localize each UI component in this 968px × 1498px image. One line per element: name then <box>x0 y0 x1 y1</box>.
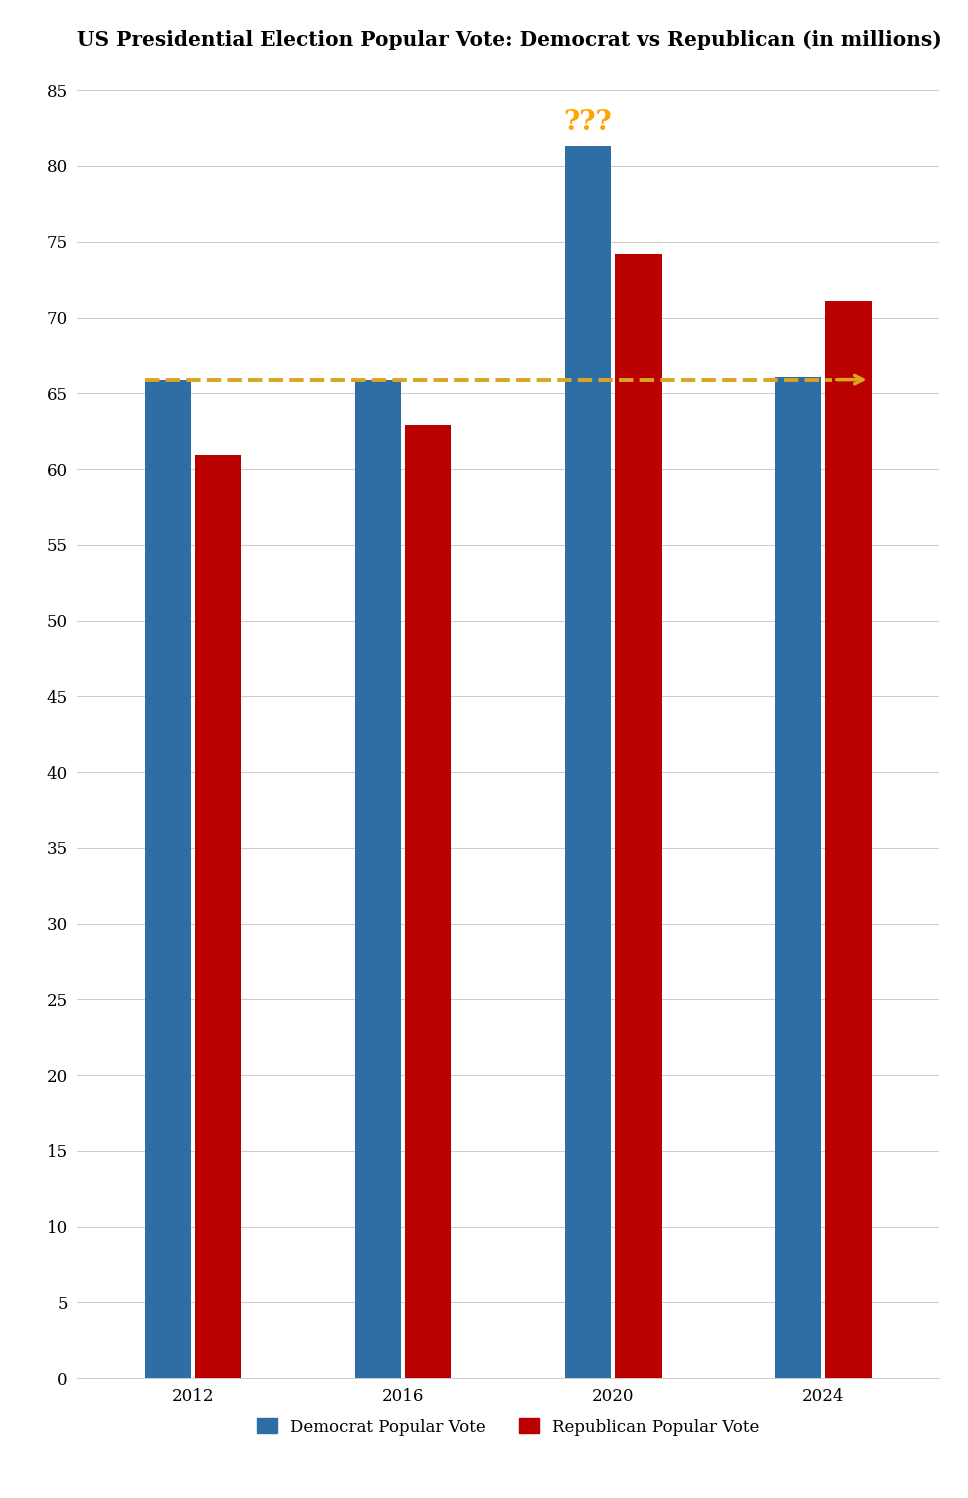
Bar <box>616 253 661 1378</box>
Bar <box>565 147 611 1378</box>
Legend: Democrat Popular Vote, Republican Popular Vote: Democrat Popular Vote, Republican Popula… <box>250 1411 767 1443</box>
Bar <box>144 379 191 1378</box>
Bar <box>826 301 872 1378</box>
Text: ???: ??? <box>563 109 613 136</box>
Bar <box>196 455 241 1378</box>
Bar <box>775 376 821 1378</box>
Bar <box>406 425 451 1378</box>
Text: US Presidential Election Popular Vote: Democrat vs Republican (in millions): US Presidential Election Popular Vote: D… <box>77 30 942 49</box>
Bar <box>355 379 401 1378</box>
